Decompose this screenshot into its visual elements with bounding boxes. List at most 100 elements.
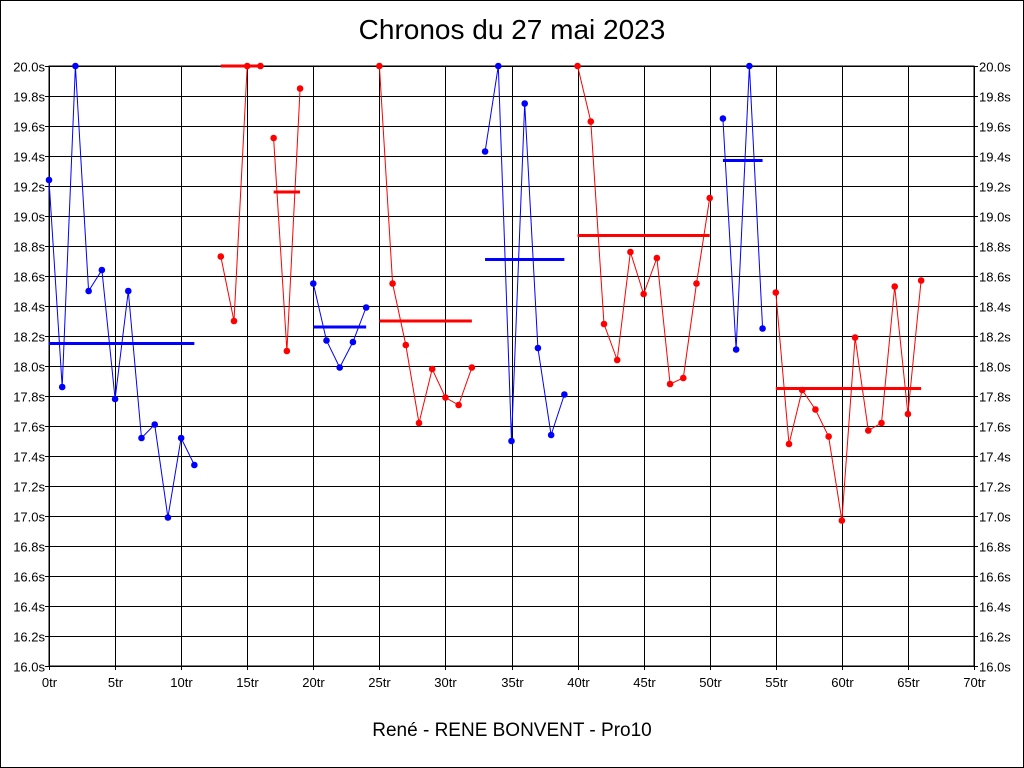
y-tick-label-left: 18.8s xyxy=(13,240,45,255)
series-blue xyxy=(309,280,370,371)
y-tick-label-right: 17.8s xyxy=(979,390,1011,405)
series-line xyxy=(722,65,764,350)
y-tick-label-left: 17.8s xyxy=(13,390,45,405)
series-red xyxy=(270,85,304,355)
y-tick-label-left: 17.2s xyxy=(13,480,45,495)
y-tick-label-right: 16.6s xyxy=(979,570,1011,585)
data-point xyxy=(98,266,106,274)
y-tick-label-right: 17.2s xyxy=(979,480,1011,495)
y-tick-label-right: 18.0s xyxy=(979,360,1011,375)
y-tick-label-right: 18.2s xyxy=(979,330,1011,345)
data-point xyxy=(746,62,753,70)
data-point xyxy=(732,346,740,353)
data-point xyxy=(759,325,766,332)
y-tick-label-right: 17.6s xyxy=(979,420,1011,435)
series-red xyxy=(574,62,714,388)
data-point xyxy=(468,364,476,371)
data-point xyxy=(428,365,436,373)
data-point xyxy=(362,304,370,311)
series-line xyxy=(775,280,922,521)
data-point xyxy=(151,421,159,428)
y-tick-label-left: 16.4s xyxy=(13,600,45,615)
y-tick-label-left: 19.2s xyxy=(13,180,45,195)
series-red xyxy=(217,62,264,325)
x-tick-label: 25tr xyxy=(368,675,391,690)
data-point xyxy=(72,62,79,70)
data-point xyxy=(679,374,687,382)
y-tick-label-right: 16.0s xyxy=(979,660,1011,675)
x-tick-label: 30tr xyxy=(434,675,457,690)
y-tick-label-left: 18.4s xyxy=(13,300,45,315)
x-axis-label: René - RENE BONVENT - Pro10 xyxy=(372,720,652,741)
data-point xyxy=(825,433,832,440)
y-tick-label-left: 17.4s xyxy=(13,450,45,465)
data-point xyxy=(164,514,172,521)
y-tick-label-left: 20.0s xyxy=(13,60,45,75)
x-tick-label: 10tr xyxy=(170,675,193,690)
data-point xyxy=(402,341,410,349)
data-point xyxy=(693,280,700,287)
x-tick-label: 65tr xyxy=(897,675,920,690)
data-point xyxy=(323,337,330,344)
x-tick-label: 50tr xyxy=(699,675,722,690)
data-point xyxy=(917,277,925,284)
y-tick-label-left: 16.0s xyxy=(13,660,45,675)
y-tick-label-right: 16.4s xyxy=(979,600,1011,615)
x-tick-label: 70tr xyxy=(963,675,986,690)
y-tick-label-left: 19.4s xyxy=(13,150,45,165)
x-tick-label: 15tr xyxy=(236,675,259,690)
data-point xyxy=(878,419,885,427)
data-point xyxy=(270,134,277,142)
y-tick-label-right: 19.8s xyxy=(979,90,1011,105)
data-point xyxy=(904,410,912,418)
y-tick-label-left: 19.6s xyxy=(13,120,45,135)
data-point xyxy=(547,431,555,439)
y-tick-label-left: 19.0s xyxy=(13,210,45,225)
y-tick-label-left: 16.6s xyxy=(13,570,45,585)
y-tick-label-right: 20.0s xyxy=(979,60,1011,75)
data-point xyxy=(494,62,502,70)
x-tick-label: 20tr xyxy=(302,675,325,690)
data-point xyxy=(666,380,674,388)
data-point xyxy=(851,334,859,341)
x-tick-label: 40tr xyxy=(567,675,590,690)
data-point xyxy=(217,253,225,260)
series-blue xyxy=(481,62,568,445)
data-point xyxy=(191,461,198,469)
data-point xyxy=(574,62,581,70)
x-tick-label: 55tr xyxy=(765,675,788,690)
data-point xyxy=(587,118,595,125)
data-point xyxy=(812,406,819,413)
data-point xyxy=(864,427,872,434)
y-tick-label-right: 16.8s xyxy=(979,540,1011,555)
data-point xyxy=(613,356,621,364)
data-point xyxy=(838,517,846,524)
data-point xyxy=(481,148,489,155)
y-tick-label-left: 18.2s xyxy=(13,330,45,345)
y-tick-label-right: 17.0s xyxy=(979,510,1011,525)
data-point xyxy=(283,347,291,355)
data-point xyxy=(561,391,568,398)
data-point xyxy=(296,85,304,92)
y-tick-label-left: 17.6s xyxy=(13,420,45,435)
y-tick-label-right: 19.0s xyxy=(979,210,1011,225)
data-point xyxy=(415,419,423,427)
data-point xyxy=(85,287,92,295)
y-tick-label-right: 16.2s xyxy=(979,630,1011,645)
data-point xyxy=(772,289,780,296)
data-point xyxy=(376,62,383,70)
data-point xyxy=(455,401,462,409)
y-tick-label-right: 19.2s xyxy=(979,180,1011,195)
x-tick-label: 5tr xyxy=(108,675,124,690)
data-point xyxy=(257,62,264,70)
data-point xyxy=(521,100,529,107)
y-tick-label-left: 18.6s xyxy=(13,270,45,285)
data-point xyxy=(138,434,145,442)
series-red xyxy=(376,62,476,427)
y-tick-label-right: 19.6s xyxy=(979,120,1011,135)
data-point xyxy=(534,344,542,352)
y-tick-label-left: 16.8s xyxy=(13,540,45,555)
y-tick-label-left: 18.0s xyxy=(13,360,45,375)
data-point xyxy=(111,395,119,403)
